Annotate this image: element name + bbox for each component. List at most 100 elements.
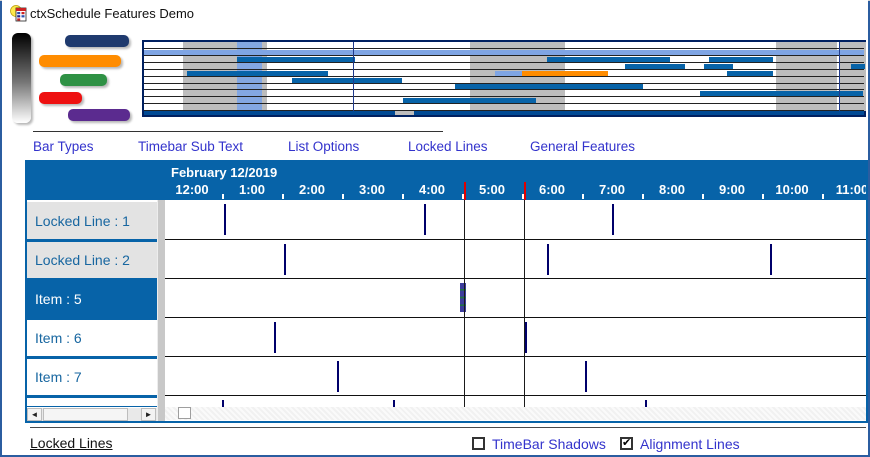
scrollbar-thumb[interactable] — [43, 408, 128, 421]
time-label: 1:00 — [238, 182, 266, 197]
overview-minimap[interactable] — [142, 40, 866, 117]
nav-link-list-options[interactable]: List Options — [288, 139, 360, 154]
green-bar[interactable] — [645, 400, 647, 407]
time-label: 12:00 — [175, 182, 209, 197]
time-label: 8:00 — [658, 182, 686, 197]
alignment-line — [464, 200, 465, 407]
blue-bar[interactable] — [612, 204, 614, 235]
minimap-day-divider — [839, 42, 840, 111]
label-horizontal-scrollbar[interactable]: ◄ ► — [27, 407, 157, 421]
blue-bar[interactable] — [274, 322, 276, 353]
row-label-item-5[interactable]: Item : 5 — [27, 281, 157, 320]
checkbox-alignment-lines[interactable]: ✔ — [620, 437, 633, 450]
window-border-bottom — [0, 455, 870, 457]
legend-bar-orange — [39, 55, 121, 67]
alignment-line-top — [464, 182, 466, 200]
blue-bar[interactable] — [284, 244, 286, 275]
halfhour-tick — [582, 194, 584, 199]
title-bar: ctxSchedule Features Demo — [2, 0, 868, 26]
window-border-right — [868, 0, 870, 457]
minimap-bar-blue — [455, 84, 643, 90]
minimap-bar-blue — [237, 56, 355, 62]
row-label-item-7[interactable]: Item : 7 — [27, 359, 157, 398]
halfhour-tick — [642, 194, 644, 199]
blue-bar[interactable] — [770, 244, 772, 275]
blue-bar[interactable] — [337, 361, 339, 392]
minimap-bar-blue — [727, 70, 773, 76]
legend-bar-green — [60, 74, 107, 86]
time-label: 7:00 — [598, 182, 626, 197]
minimap-row — [144, 56, 864, 63]
footer-divider — [30, 427, 866, 428]
minimap-row — [144, 77, 864, 84]
checkbox-label[interactable]: TimeBar Shadows — [492, 436, 606, 452]
minimap-bar-blue — [625, 63, 685, 69]
halfhour-tick — [522, 194, 524, 199]
time-label: 4:00 — [418, 182, 446, 197]
nav-divider-line — [33, 131, 443, 132]
blue-bar[interactable] — [393, 400, 395, 407]
row-separator — [165, 395, 866, 396]
minimap-bar-blue — [187, 70, 328, 76]
date-label: February 12/2019 — [171, 165, 278, 180]
schedule-grid[interactable] — [165, 200, 866, 407]
legend-panel — [2, 28, 140, 130]
green-bar-selected[interactable] — [460, 283, 466, 312]
row-separator — [165, 239, 866, 240]
halfhour-tick — [762, 194, 764, 199]
locked-lines-link[interactable]: Locked Lines — [30, 435, 113, 451]
nav-link-timebar-sub-text[interactable]: Timebar Sub Text — [138, 139, 244, 154]
minimap-row — [144, 63, 864, 70]
halfhour-tick — [282, 194, 284, 199]
row-separator — [165, 356, 866, 357]
minimap-row — [144, 70, 864, 77]
minimap-scrollbar[interactable] — [144, 111, 864, 115]
alignment-line-top — [524, 182, 526, 200]
legend-bar-purple — [68, 109, 130, 121]
minimap-row — [144, 83, 864, 91]
alignment-line — [524, 200, 525, 407]
time-label: 9:00 — [718, 182, 746, 197]
minimap-bar-blue — [851, 63, 865, 69]
grid-left-gutter — [157, 200, 165, 421]
halfhour-tick — [702, 194, 704, 199]
row-separator — [165, 278, 866, 279]
minimap-bar-lightblue — [495, 70, 522, 76]
nav-link-general-features[interactable]: General Features — [530, 139, 636, 154]
blue-bar[interactable] — [424, 204, 426, 235]
time-label: 5:00 — [478, 182, 506, 197]
legend-bar-navy — [65, 35, 129, 47]
app-icon — [10, 5, 27, 22]
minimap-bar-blue — [709, 56, 773, 62]
row-label-locked-line-1[interactable]: Locked Line : 1 — [27, 202, 157, 242]
minimap-day-divider — [353, 42, 354, 111]
grid-scrollbar-thumb[interactable] — [178, 407, 191, 419]
minimap-bar-blue — [403, 98, 536, 104]
row-label-column: Locked Line : 1 Locked Line : 2 Item : 5 It… — [27, 200, 157, 421]
green-bar[interactable] — [525, 322, 527, 353]
row-label-item-6[interactable]: Item : 6 — [27, 320, 157, 359]
minimap-scrollbar-notch — [395, 111, 414, 115]
minimap-bar-blue — [700, 91, 863, 97]
minimap-row — [144, 90, 864, 98]
minimap-row — [144, 49, 864, 56]
minimap-row — [144, 97, 864, 105]
window-border-left — [0, 0, 2, 457]
halfhour-tick — [402, 194, 404, 199]
nav-link-bar-types[interactable]: Bar Types — [33, 139, 94, 154]
blue-bar[interactable] — [547, 244, 549, 275]
nav-link-locked-lines[interactable]: Locked Lines — [408, 139, 488, 154]
green-bar[interactable] — [585, 361, 587, 392]
minimap-row — [144, 104, 864, 112]
checkbox-timebar-shadows[interactable] — [472, 437, 485, 450]
scrollbar-left-arrow[interactable]: ◄ — [27, 408, 42, 421]
grid-horizontal-scrollbar[interactable] — [165, 407, 866, 420]
row-label-locked-line-2[interactable]: Locked Line : 2 — [27, 242, 157, 281]
checkbox-label[interactable]: Alignment Lines — [640, 436, 740, 452]
blue-bar[interactable] — [222, 400, 224, 407]
timebar-header: February 12/2019 12:00 1:00 2:00 3:00 4:00 5:… — [165, 162, 866, 200]
scrollbar-right-arrow[interactable]: ► — [141, 408, 156, 421]
blue-bar[interactable] — [224, 204, 226, 235]
time-label: 6:00 — [538, 182, 566, 197]
